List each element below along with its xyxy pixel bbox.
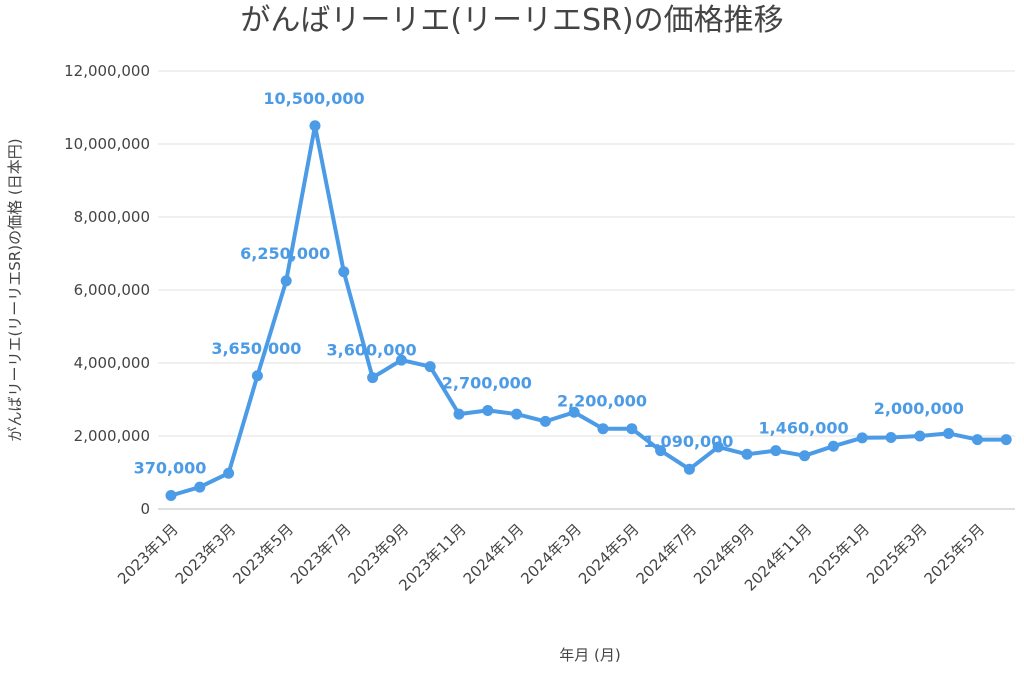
data-point [683, 463, 695, 475]
y-tick-label: 2,000,000 [74, 427, 150, 445]
data-point [395, 354, 407, 366]
x-axis-title: 年月 (月) [559, 646, 620, 664]
data-point [712, 441, 724, 453]
y-tick-label: 10,000,000 [64, 135, 150, 153]
data-point [539, 415, 551, 427]
x-tick-label: 2025年3月 [863, 520, 931, 588]
x-tick-label: 2024年5月 [575, 520, 643, 588]
data-point [338, 266, 350, 278]
y-tick-label: 6,000,000 [74, 281, 150, 299]
x-tick-label: 2023年5月 [229, 520, 297, 588]
series-price [165, 120, 1012, 501]
x-tick-label: 2023年3月 [172, 520, 240, 588]
data-point [194, 481, 206, 493]
x-axis-ticks: 2023年1月2023年3月2023年5月2023年7月2023年9月2023年… [114, 520, 988, 594]
data-point [1000, 434, 1012, 446]
y-tick-label: 8,000,000 [74, 208, 150, 226]
data-point [424, 361, 436, 373]
x-tick-label: 2023年1月 [114, 520, 182, 588]
data-label: 2,200,000 [557, 392, 647, 411]
data-point [856, 432, 868, 444]
data-point [799, 450, 811, 462]
data-point [568, 406, 580, 418]
data-point [453, 408, 465, 420]
data-point [885, 431, 897, 443]
data-label: 10,500,000 [263, 89, 364, 108]
data-label: 1,460,000 [759, 419, 849, 438]
x-tick-label: 2024年3月 [517, 520, 585, 588]
data-point [914, 430, 926, 442]
data-point [971, 434, 983, 446]
x-tick-label: 2025年1月 [805, 520, 873, 588]
data-label: 3,650,000 [211, 339, 301, 358]
data-label: 6,250,000 [240, 244, 330, 263]
x-tick-label: 2025年5月 [921, 520, 989, 588]
data-point [280, 275, 292, 287]
data-point [223, 467, 235, 479]
y-axis-ticks: 0 2,000,000 4,000,000 6,000,000 8,000,000 10,… [64, 62, 150, 518]
data-point [626, 423, 638, 435]
y-tick-label: 0 [140, 500, 150, 518]
x-tick-label: 2024年7月 [633, 520, 701, 588]
data-point [165, 489, 177, 501]
x-tick-label: 2023年7月 [287, 520, 355, 588]
data-point [367, 372, 379, 384]
data-label: 3,600,000 [327, 341, 417, 360]
data-point [741, 448, 753, 460]
data-label: 2,000,000 [874, 399, 964, 418]
data-point [943, 427, 955, 439]
data-point [309, 120, 321, 132]
data-label: 2,700,000 [442, 373, 532, 392]
x-tick-label: 2024年1月 [460, 520, 528, 588]
data-point [251, 370, 263, 382]
data-label: 370,000 [134, 458, 207, 477]
data-point [827, 440, 839, 452]
data-point [511, 408, 523, 420]
y-axis-title: がんばリーリエ(リーリエSR)の価格 (日本円) [6, 138, 24, 441]
series-line [169, 123, 1009, 498]
chart-title: がんばリーリエ(リーリエSR)の価格推移 [240, 3, 783, 38]
data-point [597, 423, 609, 435]
data-point [482, 404, 494, 416]
data-labels: 370,000 3,650,000 6,250,000 10,500,000 3,600… [134, 89, 964, 478]
data-point [770, 445, 782, 457]
data-point [655, 445, 667, 457]
y-tick-label: 4,000,000 [74, 354, 150, 372]
y-tick-label: 12,000,000 [64, 62, 150, 80]
data-label: 1,090,000 [643, 432, 733, 451]
